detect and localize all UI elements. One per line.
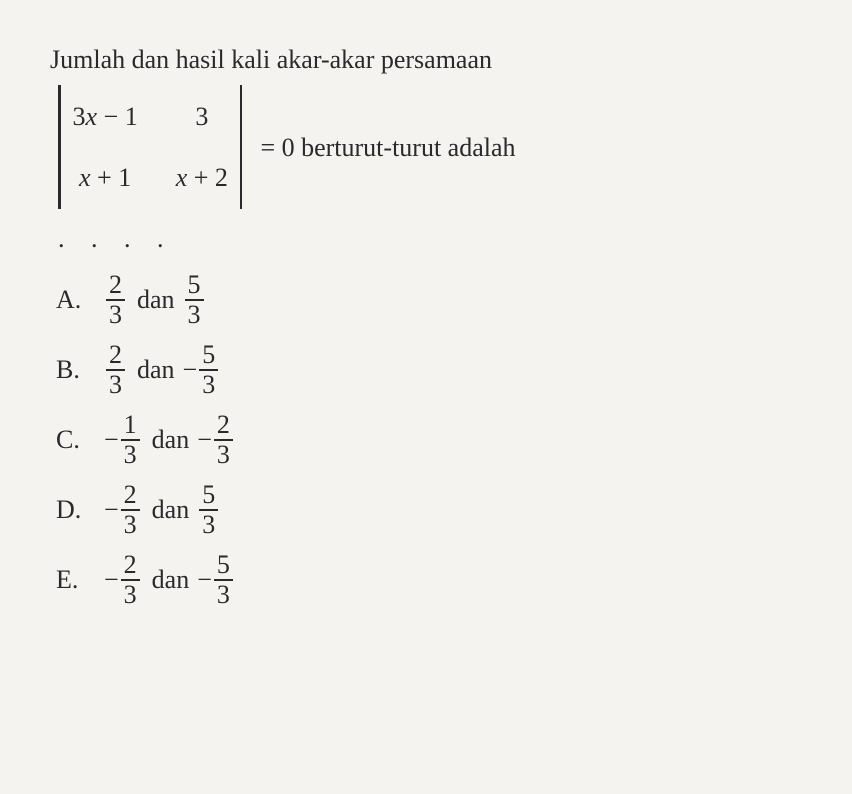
fraction: 2 3 xyxy=(106,342,125,398)
option-b-f2-sign: − xyxy=(183,355,198,385)
fraction-num: 2 xyxy=(121,552,140,579)
option-a-label: A. xyxy=(56,285,104,315)
fraction-num: 1 xyxy=(121,412,140,439)
option-b-label: B. xyxy=(56,355,104,385)
option-a-word: dan xyxy=(137,285,175,315)
matrix-cell-12: 3 xyxy=(176,97,228,136)
option-e-f2-sign: − xyxy=(197,565,212,595)
fraction-num: 5 xyxy=(199,482,218,509)
fraction-den: 3 xyxy=(199,369,218,398)
ellipsis-dots: . . . . xyxy=(58,219,802,258)
fraction: 5 3 xyxy=(199,342,218,398)
fraction-den: 3 xyxy=(121,579,140,608)
option-e: E. − 2 3 dan − 5 3 xyxy=(56,552,802,608)
matrix-right-bar xyxy=(240,85,243,209)
option-c-word: dan xyxy=(152,425,190,455)
option-a-frac1: 2 3 xyxy=(104,272,129,328)
fraction: 5 3 xyxy=(214,552,233,608)
fraction: 2 3 xyxy=(214,412,233,468)
fraction-num: 5 xyxy=(185,272,204,299)
option-d-label: D. xyxy=(56,495,104,525)
option-d-f1-sign: − xyxy=(104,495,119,525)
fraction-den: 3 xyxy=(199,509,218,538)
matrix-left-bar xyxy=(58,85,61,209)
question-after-matrix: = 0 berturut-turut adalah xyxy=(260,128,515,167)
matrix-equation-row: 3x − 1 3 x + 1 x + 2 = 0 berturut-turut … xyxy=(50,85,802,209)
option-c-frac2: − 2 3 xyxy=(197,412,237,468)
option-c-f2-sign: − xyxy=(197,425,212,455)
fraction: 2 3 xyxy=(121,552,140,608)
option-a: A. 2 3 dan 5 3 xyxy=(56,272,802,328)
option-d-word: dan xyxy=(152,495,190,525)
fraction-den: 3 xyxy=(106,369,125,398)
option-e-frac2: − 5 3 xyxy=(197,552,237,608)
option-b-frac2: − 5 3 xyxy=(183,342,223,398)
option-e-frac1: − 2 3 xyxy=(104,552,144,608)
option-b-word: dan xyxy=(137,355,175,385)
fraction-den: 3 xyxy=(185,299,204,328)
fraction-den: 3 xyxy=(121,439,140,468)
fraction: 5 3 xyxy=(199,482,218,538)
fraction: 2 3 xyxy=(121,482,140,538)
option-c: C. − 1 3 dan − 2 3 xyxy=(56,412,802,468)
option-e-word: dan xyxy=(152,565,190,595)
option-b-frac1: 2 3 xyxy=(104,342,129,398)
option-d-frac2: 5 3 xyxy=(197,482,222,538)
fraction-den: 3 xyxy=(106,299,125,328)
option-c-label: C. xyxy=(56,425,104,455)
fraction: 2 3 xyxy=(106,272,125,328)
fraction: 1 3 xyxy=(121,412,140,468)
fraction-num: 5 xyxy=(199,342,218,369)
fraction-num: 2 xyxy=(121,482,140,509)
fraction-num: 2 xyxy=(106,342,125,369)
fraction-den: 3 xyxy=(214,579,233,608)
fraction: 5 3 xyxy=(185,272,204,328)
fraction-num: 2 xyxy=(106,272,125,299)
fraction-den: 3 xyxy=(214,439,233,468)
option-a-frac2: 5 3 xyxy=(183,272,208,328)
option-c-f1-sign: − xyxy=(104,425,119,455)
option-d: D. − 2 3 dan 5 3 xyxy=(56,482,802,538)
matrix-cells: 3x − 1 3 x + 1 x + 2 xyxy=(69,85,232,209)
matrix-cell-11: 3x − 1 xyxy=(73,97,138,136)
answer-options: A. 2 3 dan 5 3 B. 2 3 dan − xyxy=(56,272,802,608)
option-e-f1-sign: − xyxy=(104,565,119,595)
option-d-frac1: − 2 3 xyxy=(104,482,144,538)
fraction-num: 5 xyxy=(214,552,233,579)
question-line-1: Jumlah dan hasil kali akar-akar persamaa… xyxy=(50,40,802,79)
determinant-matrix: 3x − 1 3 x + 1 x + 2 xyxy=(50,85,250,209)
question-block: Jumlah dan hasil kali akar-akar persamaa… xyxy=(50,40,802,258)
fraction-den: 3 xyxy=(121,509,140,538)
matrix-cell-22: x + 2 xyxy=(176,158,228,197)
fraction-num: 2 xyxy=(214,412,233,439)
option-e-label: E. xyxy=(56,565,104,595)
option-c-frac1: − 1 3 xyxy=(104,412,144,468)
option-b: B. 2 3 dan − 5 3 xyxy=(56,342,802,398)
matrix-cell-21: x + 1 xyxy=(73,158,138,197)
